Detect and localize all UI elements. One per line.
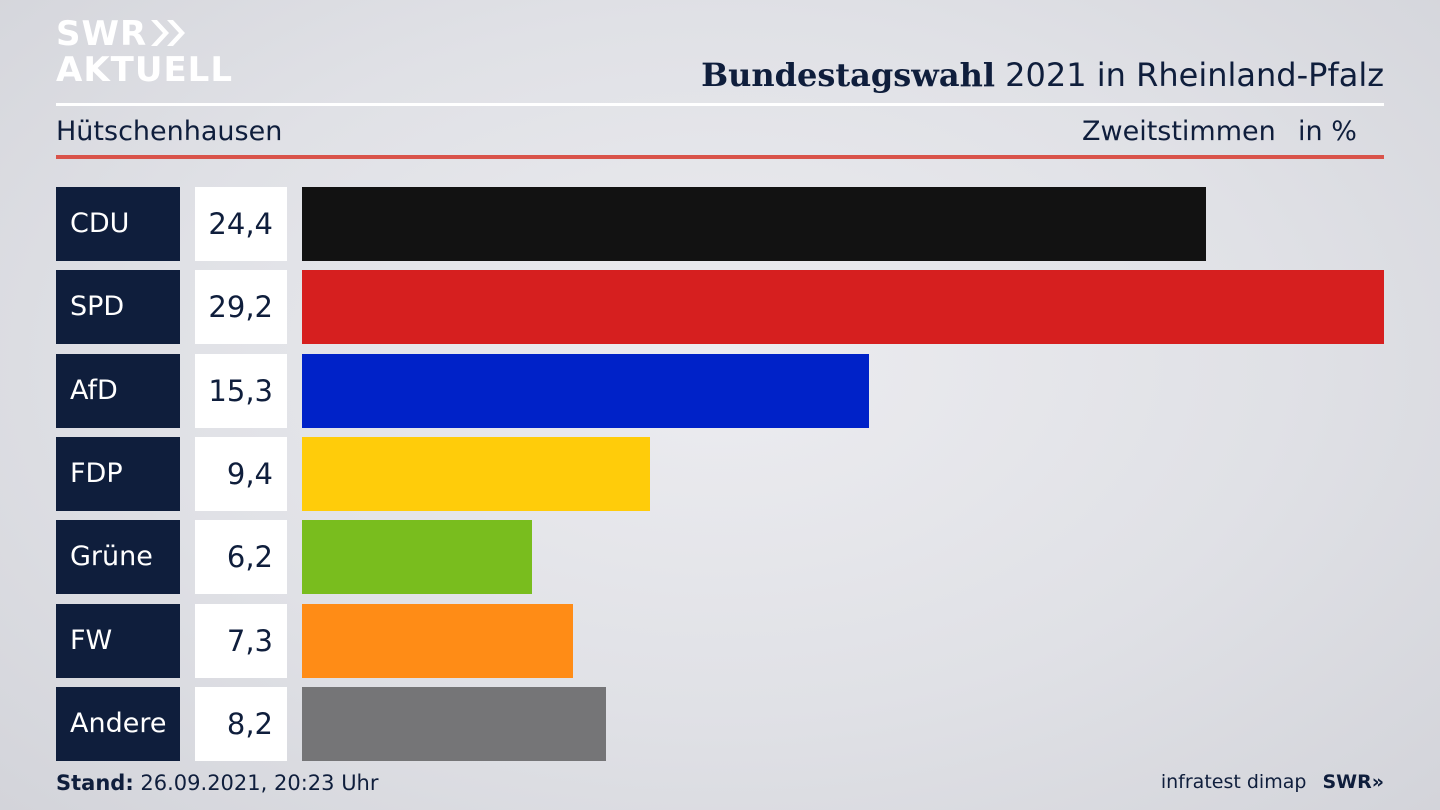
party-label: AfD [56, 353, 180, 428]
value-label: 15,3 [195, 353, 287, 428]
value-label: 29,2 [195, 270, 287, 345]
logo-line2: AKTUELL [56, 50, 234, 90]
chart-title: Bundestagswahl 2021 in Rheinland-Pfalz [701, 56, 1384, 94]
party-label: Andere [56, 686, 180, 761]
bar [302, 520, 532, 595]
timestamp: Stand: 26.09.2021, 20:23 Uhr [56, 771, 379, 795]
stand-value: 26.09.2021, 20:23 Uhr [140, 771, 379, 795]
source-name: infratest dimap [1160, 771, 1307, 793]
bar-row: CDU 24,4 [56, 187, 1384, 261]
value-label: 7,3 [195, 603, 287, 678]
bar-row: FDP 9,4 [56, 436, 1384, 511]
bar [302, 686, 606, 761]
bar [302, 353, 869, 428]
unit-label: in % [1298, 116, 1357, 147]
party-label: Grüne [56, 520, 180, 595]
logo-line1: SWR [56, 14, 148, 54]
value-label: 24,4 [195, 187, 287, 261]
bar-row: FW 7,3 [56, 603, 1384, 678]
footer-swr-logo: SWR» [1322, 771, 1384, 793]
bar-row: Andere 8,2 [56, 686, 1384, 761]
logo-chevrons-icon [151, 20, 186, 46]
subheader-divider [56, 155, 1384, 159]
metric-label: Zweitstimmen [1082, 116, 1276, 147]
title-rest: 2021 in Rheinland-Pfalz [1005, 56, 1384, 94]
bar [302, 436, 651, 511]
title-bold: Bundestagswahl [701, 56, 995, 94]
header-divider [56, 103, 1384, 106]
value-label: 9,4 [195, 436, 287, 511]
party-label: CDU [56, 187, 180, 261]
swr-aktuell-logo: SWR AKTUELL [56, 16, 233, 88]
value-label: 8,2 [195, 686, 287, 761]
region-name: Hütschenhausen [56, 116, 283, 147]
party-label: FDP [56, 436, 180, 511]
bar-row: SPD 29,2 [56, 270, 1384, 345]
source-credit: infratest dimap SWR» [1161, 771, 1384, 793]
bar [302, 603, 573, 678]
party-label: FW [56, 603, 180, 678]
stand-label: Stand: [56, 771, 134, 795]
bar [302, 270, 1384, 345]
bar-row: AfD 15,3 [56, 353, 1384, 428]
value-label: 6,2 [195, 520, 287, 595]
bar [302, 187, 1207, 261]
party-label: SPD [56, 270, 180, 345]
bar-row: Grüne 6,2 [56, 520, 1384, 595]
